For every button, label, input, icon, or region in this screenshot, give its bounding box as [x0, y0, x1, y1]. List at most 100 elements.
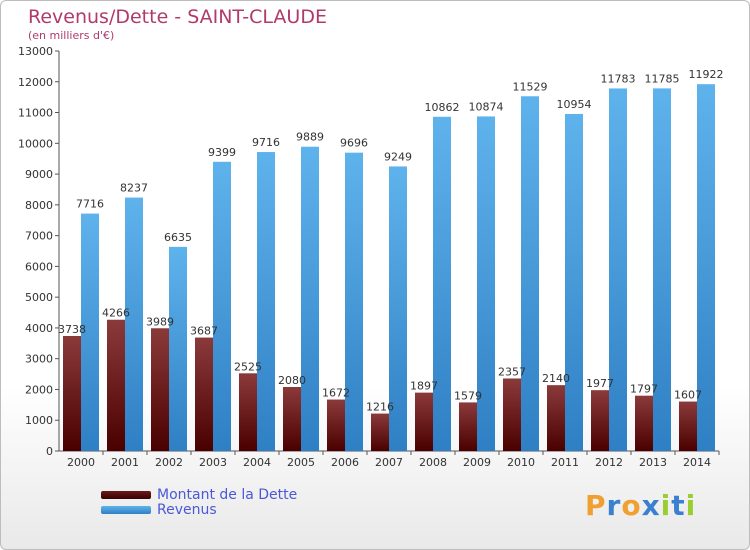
x-tick-label: 2001 — [111, 456, 139, 469]
legend-label-dette: Montant de la Dette — [157, 487, 298, 503]
x-tick-label: 2000 — [67, 456, 95, 469]
legend-swatch-revenus — [101, 506, 151, 514]
bar-dette-2000 — [63, 335, 81, 451]
logo-letter: x — [641, 489, 661, 522]
data-label-revenus-2008: 10862 — [425, 101, 460, 114]
bar-revenus-2010 — [521, 96, 539, 451]
x-tick-label: 2006 — [331, 456, 359, 469]
data-label-revenus-2002: 6635 — [164, 231, 192, 244]
bar-dette-2007 — [371, 413, 389, 451]
bar-revenus-2014 — [697, 84, 715, 452]
y-tick-label: 11000 — [18, 107, 53, 120]
data-label-dette-2007: 1216 — [366, 401, 394, 414]
y-tick-label: 0 — [46, 445, 53, 458]
y-tick-label: 1000 — [25, 414, 53, 427]
x-tick-label: 2008 — [419, 456, 447, 469]
legend-label-revenus: Revenus — [157, 502, 217, 518]
data-label-dette-2000: 3738 — [58, 323, 86, 336]
bar-revenus-2005 — [301, 146, 319, 451]
bar-revenus-2003 — [213, 161, 231, 452]
logo-letter: P — [585, 489, 607, 522]
y-tick-label: 10000 — [18, 137, 53, 150]
bar-revenus-2007 — [389, 166, 407, 451]
data-label-revenus-2009: 10874 — [469, 100, 504, 113]
logo-letter: i — [660, 489, 672, 522]
logo-letter: r — [606, 489, 622, 522]
bar-dette-2003 — [195, 337, 213, 451]
y-tick-label: 4000 — [25, 322, 53, 335]
bar-dette-2010 — [503, 378, 521, 451]
x-tick-label: 2009 — [463, 456, 491, 469]
y-tick-label: 13000 — [18, 45, 53, 58]
x-tick-label: 2014 — [683, 456, 711, 469]
data-label-dette-2010: 2357 — [498, 365, 526, 378]
data-label-dette-2005: 2080 — [278, 374, 306, 387]
y-tick-label: 12000 — [18, 76, 53, 89]
legend-item-dette: Montant de la Dette — [101, 488, 297, 502]
data-label-dette-2011: 2140 — [542, 372, 570, 385]
proxiti-logo: Proxiti — [585, 489, 696, 522]
data-label-dette-2003: 3687 — [190, 325, 218, 338]
bar-dette-2014 — [679, 401, 697, 451]
data-label-revenus-2004: 9716 — [252, 136, 280, 149]
data-label-dette-2012: 1977 — [586, 377, 614, 390]
bar-dette-2008 — [415, 392, 433, 451]
bar-revenus-2006 — [345, 152, 363, 451]
data-label-dette-2008: 1897 — [410, 380, 438, 393]
x-tick-label: 2005 — [287, 456, 315, 469]
y-tick-label: 2000 — [25, 383, 53, 396]
data-label-revenus-2007: 9249 — [384, 150, 412, 163]
bar-dette-2011 — [547, 385, 565, 451]
bar-revenus-2012 — [609, 88, 627, 451]
bar-revenus-2009 — [477, 116, 495, 452]
bar-dette-2013 — [635, 395, 653, 451]
data-label-revenus-2012: 11783 — [601, 72, 636, 85]
bars — [63, 84, 715, 452]
data-label-revenus-2003: 9399 — [208, 146, 236, 159]
chart-subtitle: (en milliers d'€) — [28, 29, 115, 42]
bar-revenus-2000 — [81, 213, 99, 451]
bar-dette-2005 — [283, 387, 301, 451]
data-label-revenus-2010: 11529 — [513, 80, 548, 93]
bar-revenus-2001 — [125, 197, 143, 451]
data-label-revenus-2001: 8237 — [120, 182, 148, 195]
data-label-dette-2013: 1797 — [630, 383, 658, 396]
legend-swatch-dette — [101, 491, 151, 499]
bar-dette-2004 — [239, 373, 257, 451]
x-tick-label: 2013 — [639, 456, 667, 469]
data-label-dette-2014: 1607 — [674, 389, 702, 402]
bar-revenus-2011 — [565, 113, 583, 451]
data-label-revenus-2011: 10954 — [557, 98, 592, 111]
x-tick-label: 2011 — [551, 456, 579, 469]
data-label-dette-2009: 1579 — [454, 389, 482, 402]
bar-revenus-2013 — [653, 88, 671, 451]
data-label-revenus-2014: 11922 — [689, 68, 724, 81]
data-label-dette-2006: 1672 — [322, 387, 350, 400]
data-labels: 3738 7716 4266 8237 3989 6635 3687 9399 2525 9716… — [58, 68, 724, 413]
bar-dette-2006 — [327, 399, 345, 451]
data-label-revenus-2005: 9889 — [296, 131, 324, 144]
data-label-revenus-2006: 9696 — [340, 137, 368, 150]
logo-letter: i — [685, 489, 697, 522]
data-label-revenus-2000: 7716 — [76, 198, 104, 211]
x-tick-label: 2010 — [507, 456, 535, 469]
legend-item-revenus: Revenus — [101, 503, 217, 517]
y-tick-label: 5000 — [25, 291, 53, 304]
data-label-dette-2002: 3989 — [146, 315, 174, 328]
bar-dette-2012 — [591, 390, 609, 451]
bar-revenus-2008 — [433, 116, 451, 452]
x-tick-label: 2012 — [595, 456, 623, 469]
bar-revenus-2002 — [169, 246, 187, 451]
x-tick-label: 2004 — [243, 456, 271, 469]
x-tick-label: 2002 — [155, 456, 183, 469]
y-tick-label: 3000 — [25, 353, 53, 366]
y-tick-label: 6000 — [25, 260, 53, 273]
y-tick-label: 8000 — [25, 199, 53, 212]
data-label-dette-2001: 4266 — [102, 307, 130, 320]
bar-revenus-2004 — [257, 152, 275, 452]
logo-letter: t — [671, 489, 686, 522]
x-tick-label: 2007 — [375, 456, 403, 469]
y-tick-label: 7000 — [25, 230, 53, 243]
